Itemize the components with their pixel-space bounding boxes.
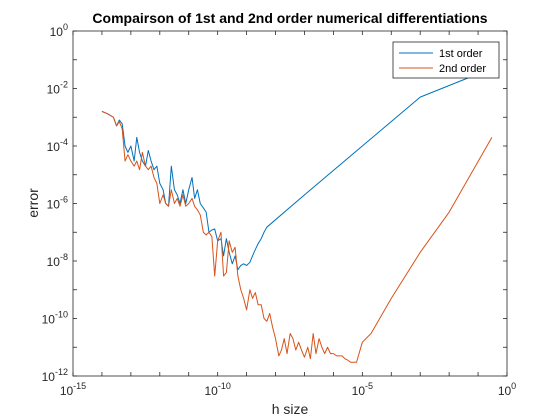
tick-labels: 10-15 10-10 10-5 10010-1210-1010-810-610-41… xyxy=(42,22,517,398)
y-tick-label-exponent: -2 xyxy=(60,80,68,90)
x-tick-label: 10-10 xyxy=(204,381,230,398)
y-tick-label-base: 10 xyxy=(47,255,61,269)
series-layer xyxy=(101,67,493,363)
legend-entry: 1st order xyxy=(439,48,483,60)
y-tick-label: 10-8 xyxy=(47,252,68,269)
x-tick-label-base: 10 xyxy=(352,384,366,398)
y-tick-label: 10-6 xyxy=(47,195,68,212)
y-axis-label: error xyxy=(25,188,41,218)
y-tick-label: 10-10 xyxy=(42,310,68,327)
plot-area xyxy=(72,30,508,377)
x-tick-label-exponent: -5 xyxy=(365,381,373,391)
x-tick-label-exponent: -10 xyxy=(218,381,231,391)
y-tick-label-exponent: -10 xyxy=(55,310,68,320)
x-axis-label: h size xyxy=(272,401,309,417)
series-line-first-order xyxy=(101,67,493,271)
y-tick-label: 10-4 xyxy=(47,137,68,154)
y-tick-label-exponent: -12 xyxy=(55,367,68,377)
axis-ticks xyxy=(72,30,508,377)
y-tick-label-exponent: 0 xyxy=(63,22,68,32)
y-tick-label-base: 10 xyxy=(50,25,64,39)
y-tick-label-exponent: -4 xyxy=(60,137,68,147)
y-tick-label-base: 10 xyxy=(47,198,61,212)
legend-entry: 2nd order xyxy=(439,63,486,75)
y-tick-label: 10-12 xyxy=(42,367,68,384)
y-tick-label-exponent: -6 xyxy=(60,195,68,205)
x-tick-label-exponent: 0 xyxy=(511,381,516,391)
x-tick-label: 10-5 xyxy=(352,381,373,398)
y-tick-label-base: 10 xyxy=(47,83,61,97)
x-tick-label-base: 10 xyxy=(498,384,512,398)
chart-title: Compairson of 1st and 2nd order numerica… xyxy=(92,10,487,26)
legend: 1st order 2nd order xyxy=(392,41,500,79)
x-tick-label: 10-15 xyxy=(60,381,86,398)
y-tick-label: 100 xyxy=(50,22,68,39)
y-tick-label-base: 10 xyxy=(47,140,61,154)
x-tick-label-base: 10 xyxy=(60,384,74,398)
legend-box xyxy=(392,41,500,79)
y-tick-label: 10-2 xyxy=(47,80,68,97)
x-tick-label-base: 10 xyxy=(204,384,218,398)
x-tick-label: 100 xyxy=(498,381,516,398)
y-tick-label-exponent: -8 xyxy=(60,252,68,262)
y-tick-label-base: 10 xyxy=(42,313,56,327)
y-tick-label-base: 10 xyxy=(42,370,56,384)
series-line-second-order xyxy=(101,110,493,363)
x-tick-label-exponent: -15 xyxy=(73,381,86,391)
